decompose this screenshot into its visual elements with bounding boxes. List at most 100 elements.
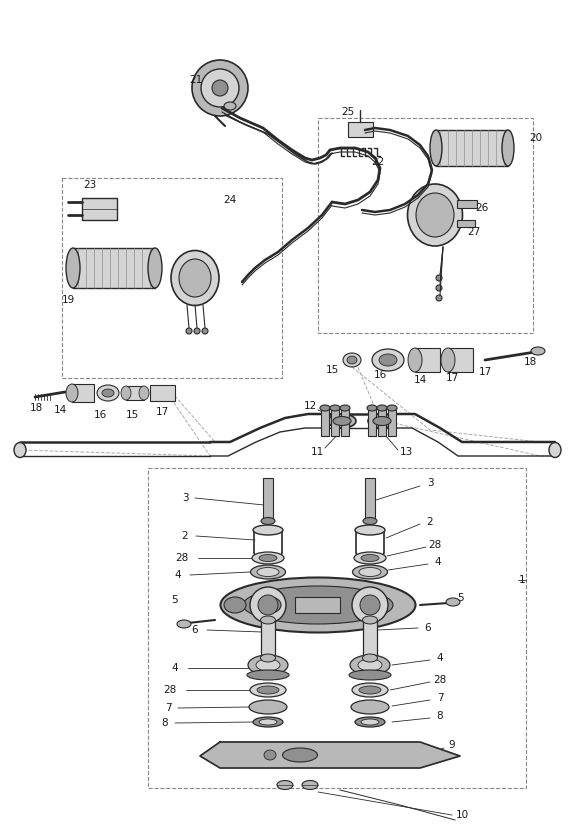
Text: 28: 28 — [433, 675, 447, 685]
Text: 21: 21 — [189, 75, 203, 85]
Ellipse shape — [277, 780, 293, 789]
Bar — [415, 348, 440, 372]
Ellipse shape — [66, 384, 78, 402]
Text: 18: 18 — [29, 403, 43, 413]
Ellipse shape — [387, 405, 397, 411]
Ellipse shape — [359, 686, 381, 694]
Text: 10: 10 — [455, 810, 469, 820]
Text: 25: 25 — [342, 107, 354, 117]
Bar — [72, 384, 94, 402]
Text: 15: 15 — [325, 365, 339, 375]
Text: 4: 4 — [437, 653, 443, 663]
Ellipse shape — [253, 717, 283, 727]
Ellipse shape — [416, 193, 454, 237]
Text: 13: 13 — [399, 447, 413, 457]
Ellipse shape — [340, 405, 350, 411]
Ellipse shape — [363, 654, 378, 662]
Ellipse shape — [97, 385, 119, 401]
Polygon shape — [200, 742, 460, 768]
Bar — [150, 385, 175, 401]
Text: 16: 16 — [373, 370, 387, 380]
Ellipse shape — [361, 555, 379, 561]
Ellipse shape — [177, 620, 191, 628]
Bar — [457, 220, 475, 227]
Text: 11: 11 — [310, 447, 324, 457]
Ellipse shape — [257, 568, 279, 577]
Ellipse shape — [257, 686, 279, 694]
Text: 3: 3 — [427, 478, 433, 488]
Ellipse shape — [328, 414, 356, 428]
Ellipse shape — [358, 659, 382, 671]
Circle shape — [352, 587, 388, 623]
Bar — [148, 468, 526, 788]
Text: 5: 5 — [171, 595, 178, 605]
Text: 8: 8 — [437, 711, 443, 721]
Circle shape — [258, 595, 278, 615]
Text: 7: 7 — [164, 703, 171, 713]
Ellipse shape — [259, 555, 277, 561]
Ellipse shape — [531, 347, 545, 355]
Ellipse shape — [261, 616, 276, 624]
Bar — [348, 122, 373, 137]
Bar — [62, 178, 282, 378]
Circle shape — [202, 328, 208, 334]
Text: 2: 2 — [182, 531, 188, 541]
Ellipse shape — [330, 405, 340, 411]
Text: 26: 26 — [475, 203, 489, 213]
Circle shape — [212, 80, 228, 96]
Text: 18: 18 — [524, 357, 536, 367]
Ellipse shape — [377, 405, 387, 411]
Ellipse shape — [349, 670, 391, 680]
Bar — [457, 200, 477, 208]
Text: 17: 17 — [479, 367, 491, 377]
Text: 17: 17 — [156, 407, 168, 417]
Ellipse shape — [361, 719, 379, 725]
Ellipse shape — [359, 568, 381, 577]
Ellipse shape — [367, 405, 377, 411]
Ellipse shape — [408, 184, 462, 246]
Ellipse shape — [249, 700, 287, 714]
Circle shape — [436, 275, 442, 281]
Text: 6: 6 — [424, 623, 431, 633]
Ellipse shape — [259, 719, 277, 725]
Bar — [378, 408, 386, 436]
Ellipse shape — [253, 525, 283, 535]
Bar — [365, 478, 375, 520]
Text: 2: 2 — [427, 517, 433, 527]
Bar — [261, 620, 275, 658]
Text: 28: 28 — [429, 540, 442, 550]
Ellipse shape — [243, 586, 393, 624]
Ellipse shape — [66, 248, 80, 288]
Ellipse shape — [343, 353, 361, 367]
Ellipse shape — [347, 356, 357, 364]
Text: 8: 8 — [161, 718, 168, 728]
Circle shape — [194, 328, 200, 334]
Ellipse shape — [355, 717, 385, 727]
Ellipse shape — [139, 386, 149, 400]
Circle shape — [186, 328, 192, 334]
Ellipse shape — [102, 389, 114, 397]
Bar — [318, 118, 533, 333]
Ellipse shape — [446, 598, 460, 606]
Ellipse shape — [148, 248, 162, 288]
Ellipse shape — [171, 250, 219, 306]
Bar — [368, 408, 376, 436]
Text: 17: 17 — [445, 373, 459, 383]
Ellipse shape — [224, 597, 246, 613]
Ellipse shape — [368, 414, 396, 428]
Text: 4: 4 — [175, 570, 181, 580]
Bar — [126, 386, 144, 400]
Ellipse shape — [224, 102, 236, 110]
Text: 12: 12 — [303, 401, 317, 411]
Ellipse shape — [283, 748, 318, 762]
Text: 20: 20 — [529, 133, 543, 143]
Circle shape — [201, 69, 239, 107]
Ellipse shape — [261, 517, 275, 525]
Ellipse shape — [121, 386, 131, 400]
Text: 4: 4 — [171, 663, 178, 673]
Ellipse shape — [302, 780, 318, 789]
Ellipse shape — [502, 130, 514, 166]
Ellipse shape — [379, 354, 397, 366]
Circle shape — [192, 60, 248, 116]
Ellipse shape — [250, 683, 286, 697]
